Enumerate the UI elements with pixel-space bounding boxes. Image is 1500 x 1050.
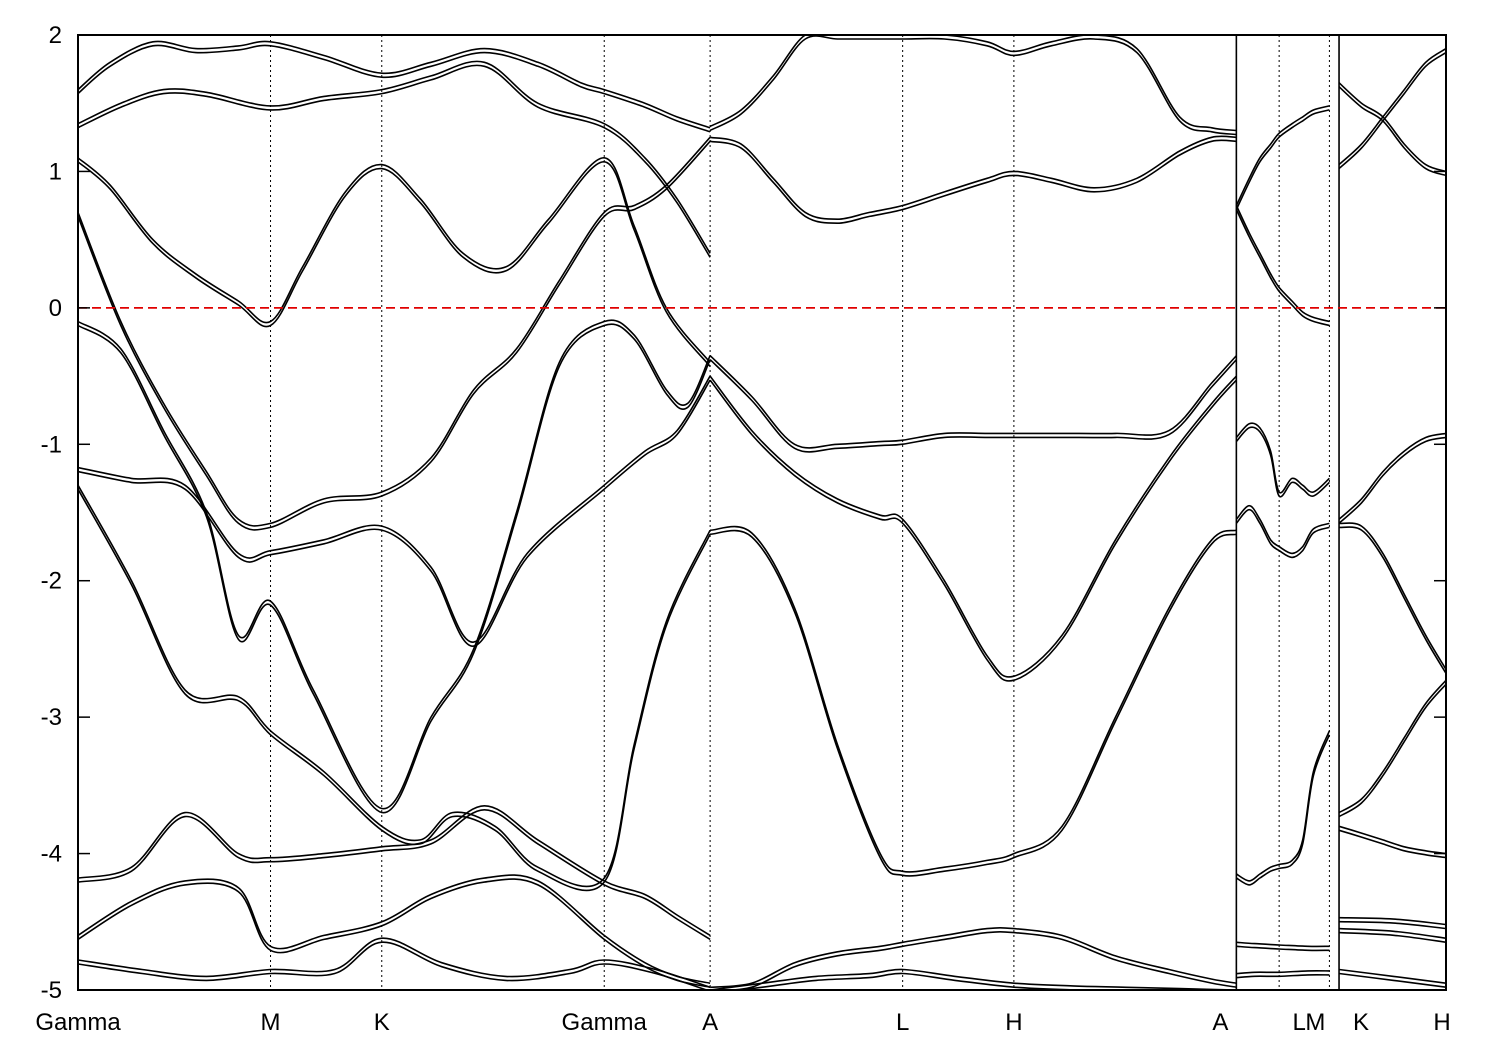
band-line-twin — [710, 529, 1237, 877]
band-line — [1338, 432, 1446, 520]
band-line-twin — [1236, 945, 1330, 952]
band-line — [1338, 47, 1446, 166]
band-line-twin — [1338, 920, 1446, 930]
band-line-twin — [1235, 109, 1330, 210]
band-line — [709, 355, 1237, 449]
x-tick-label: A — [702, 1009, 718, 1036]
band-line-twin — [78, 809, 711, 941]
band-line — [78, 375, 711, 643]
y-tick-label: -3 — [41, 704, 62, 731]
band-line-twin — [709, 379, 1237, 682]
band-line-twin — [78, 941, 709, 990]
band-line — [78, 319, 711, 810]
band-line-twin — [1338, 683, 1446, 818]
band-line — [78, 484, 711, 888]
band-line — [710, 968, 1237, 990]
x-tick-label: K — [1353, 1009, 1369, 1036]
y-tick-label: -1 — [41, 431, 62, 458]
x-tick-label: K — [374, 1009, 390, 1036]
band-line-twin — [78, 160, 711, 367]
band-line — [1338, 968, 1446, 984]
x-tick-label: H — [1433, 1009, 1450, 1036]
x-tick-label: A — [1212, 1009, 1228, 1036]
x-axis-ticks: Gamma M K Gamma A L H A L M K H — [35, 1009, 1450, 1036]
plot-frame — [77, 34, 1447, 991]
band-line-twin — [1235, 426, 1330, 498]
x-tick-label: M — [261, 1009, 281, 1036]
x-tick-label: H — [1005, 1009, 1022, 1036]
band-line — [78, 40, 711, 129]
band-line-twin — [721, 930, 1237, 990]
band-line-twin — [709, 139, 1237, 224]
y-tick-label: 1 — [49, 158, 62, 185]
band-line — [1235, 205, 1330, 323]
band-line-twin — [1338, 51, 1446, 170]
band-lines — [78, 35, 1446, 990]
band-line-twin — [1338, 86, 1446, 177]
band-line-twin — [1235, 209, 1330, 327]
band-line — [1338, 82, 1446, 173]
band-line — [1338, 522, 1446, 670]
band-line-twin — [1338, 436, 1446, 524]
x-tick-label: Gamma — [35, 1009, 121, 1036]
band-line — [709, 135, 1237, 220]
band-line — [1338, 927, 1446, 939]
band-line-twin — [78, 44, 711, 133]
y-tick-label: 0 — [49, 295, 62, 322]
y-tick-label: -5 — [41, 977, 62, 1004]
y-tick-label: -4 — [41, 841, 62, 868]
band-line-twin — [78, 323, 711, 814]
band-line — [1235, 422, 1330, 494]
band-line-twin — [78, 379, 711, 647]
band-line-twin — [78, 64, 711, 258]
band-line — [1338, 679, 1446, 814]
band-line — [1235, 105, 1330, 206]
band-line — [78, 874, 711, 984]
band-line-twin — [78, 488, 711, 892]
x-tick-label: L — [1292, 1009, 1305, 1036]
band-line-twin — [709, 35, 1237, 136]
y-axis-ticks: -5 -4 -3 -2 -1 0 1 2 — [41, 22, 1446, 1004]
band-line — [710, 926, 1237, 989]
band-line — [1236, 941, 1330, 948]
band-line — [1236, 970, 1330, 975]
band-line-twin — [1338, 972, 1446, 988]
band-line-twin — [734, 972, 1106, 990]
band-line — [78, 60, 711, 254]
band-line-twin — [78, 140, 711, 531]
band-line-twin — [1235, 508, 1330, 559]
band-line-twin — [1338, 526, 1446, 674]
band-line — [78, 156, 711, 363]
k-point-gridlines — [270, 35, 1340, 990]
x-tick-label: L — [896, 1009, 909, 1036]
band-line — [1338, 825, 1446, 855]
band-line — [709, 35, 1237, 132]
y-tick-label: -2 — [41, 568, 62, 595]
band-line-twin — [709, 359, 1237, 453]
x-tick-label: Gamma — [562, 1009, 648, 1036]
band-line — [709, 375, 1237, 678]
band-line — [1338, 916, 1446, 926]
x-tick-label: M — [1305, 1009, 1325, 1036]
band-line-twin — [1236, 974, 1330, 979]
band-line — [1235, 504, 1330, 555]
band-line — [1235, 730, 1331, 882]
band-line-twin — [78, 878, 711, 988]
band-line-twin — [1235, 734, 1331, 886]
band-line — [710, 525, 1237, 873]
band-line-twin — [1338, 829, 1446, 859]
y-tick-label: 2 — [49, 22, 62, 49]
band-line — [78, 136, 711, 527]
band-line — [78, 937, 711, 989]
band-line — [78, 805, 711, 937]
band-line-twin — [1338, 931, 1446, 943]
